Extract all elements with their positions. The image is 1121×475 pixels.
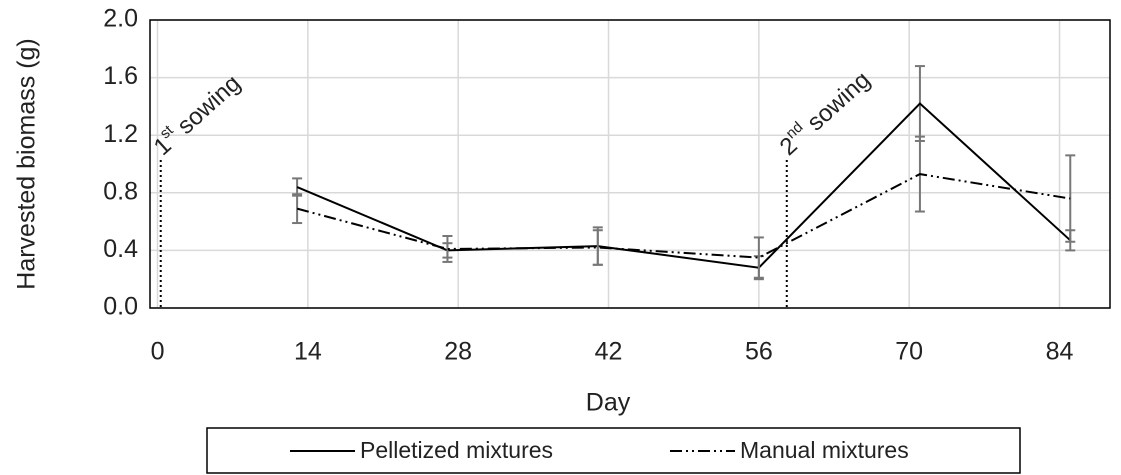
y-axis-label: Harvested biomass (g) <box>13 38 41 289</box>
y-tick-label: 1.6 <box>103 62 138 90</box>
legend-box <box>206 427 1021 474</box>
legend-label: Pelletized mixtures <box>360 437 553 463</box>
x-tick-label: 70 <box>895 338 923 366</box>
x-tick-label: 0 <box>151 338 165 366</box>
plot-frame <box>149 19 1111 309</box>
annotation-text: sowing <box>168 70 247 145</box>
y-tick-label: 1.2 <box>103 120 138 148</box>
annotation: 2nd sowing <box>773 64 876 161</box>
x-tick-label: 14 <box>294 338 322 366</box>
series-line <box>296 102 1071 269</box>
x-tick-label: 84 <box>1046 338 1074 366</box>
x-tick-label: 56 <box>745 338 773 366</box>
x-tick-label: 42 <box>595 338 623 366</box>
x-axis-label: Day <box>586 389 631 417</box>
x-tick-label: 28 <box>444 338 472 366</box>
y-tick-label: 0.4 <box>103 235 138 263</box>
annotation: 1st sowing <box>147 67 246 161</box>
y-tick-label: 0.0 <box>103 293 138 321</box>
y-tick-label: 0.8 <box>103 177 138 205</box>
legend-label: Manual mixtures <box>740 437 909 463</box>
series-line <box>296 173 1071 259</box>
y-tick-label: 2.0 <box>103 5 138 33</box>
